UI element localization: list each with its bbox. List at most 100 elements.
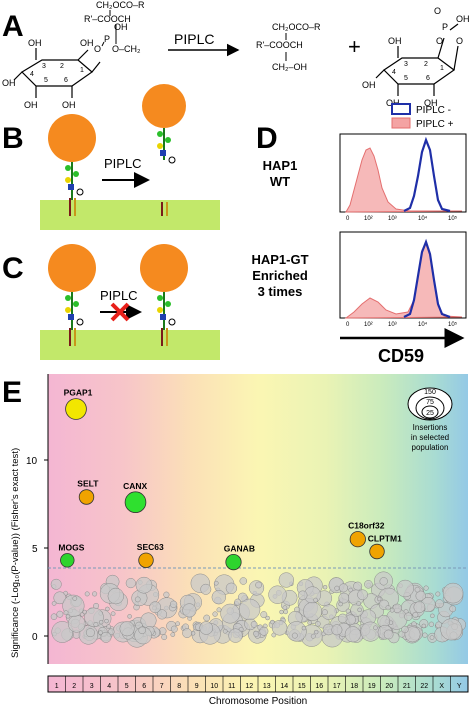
hit-label-sec63: SEC63 [137,542,164,552]
y-tick-label: 10 [26,456,38,467]
ring-number: 4 [392,69,396,76]
flow-legend: PIPLC - PIPLC + [391,103,454,130]
chromosome-label: Y [457,683,462,690]
oh-label: OH [362,80,376,90]
background-insertion-point [125,578,136,589]
dag-top: CH₂OCO–R [272,22,321,32]
background-insertion-point [51,601,57,606]
background-insertion-point [364,580,373,589]
background-insertion-point [253,630,260,637]
chromosome-label: 8 [177,683,181,690]
hit-label-mogs: MOGS [58,543,84,553]
chromosome-label: 5 [125,683,129,690]
tick: 10⁴ [418,321,428,328]
hit-label-pgap1: PGAP1 [64,388,93,398]
tick: 10² [364,322,373,328]
linker-p: P [104,34,110,44]
panel-b: B PIPLC [2,84,220,230]
background-insertion-point [282,605,288,611]
background-insertion-point [315,621,321,627]
background-insertion-point [313,629,319,635]
background-insertion-point [428,621,435,627]
background-insertion-point [423,585,429,591]
gpi-anchor-right [157,292,176,346]
background-insertion-point [401,625,409,634]
background-insertion-point [356,601,362,606]
chromosome-label: 18 [350,683,358,690]
background-insertion-point [357,607,362,613]
background-insertion-point [440,618,463,641]
legend-label-plus: PIPLC + [416,119,454,130]
background-insertion-point [50,578,62,590]
membrane [40,200,220,230]
background-insertion-point [222,628,228,634]
background-insertion-point [140,612,157,629]
hit-label-clptm1: CLPTM1 [368,533,402,543]
background-insertion-point [200,583,212,595]
panel-e-label: E [2,376,22,409]
background-insertion-point [51,621,74,643]
dag-mid: R'–COOCH [256,40,303,50]
size-legend-caption: Insertions [413,423,448,432]
oh-label: OH [80,38,94,48]
hit-label-ganab: GANAB [224,543,255,553]
blocked-cross-icon [110,302,130,322]
background-insertion-point [345,608,351,614]
background-insertion-point [169,600,178,608]
acyl-top: CH₂OCO–R [96,0,145,10]
substrate-linker-bonds [101,10,117,47]
row1-label-line2: WT [270,174,290,189]
histogram-wt-ticks: 0 10² 10³ 10⁴ 10⁵ [346,215,458,222]
reaction-arrow-label: PIPLC [174,31,214,47]
background-insertion-point [239,577,248,585]
background-insertion-point [138,626,146,635]
protein-left [48,244,96,292]
dag-product: CH₂OCO–R R'–COOCH CH₂–OH [256,22,321,72]
background-insertion-point [92,591,98,597]
substrate-oh-labels: OH OH OH OH OH [2,38,94,110]
row2-label-line3: 3 times [258,284,303,299]
substrate-linker: O P O–CH₂ OH CH₂OCO–R R'–COOCH [84,0,145,54]
y-axis-label: Significance (-Log₁₀(P-value)) (Fisher's… [10,448,21,658]
dag-bottom: CH₂–OH [272,62,307,72]
significant-hits: PGAP1 SELT CANX MOGS SEC63 GANAB C18orf32 CLPTM… [58,388,402,571]
background-insertion-point [404,612,413,621]
background-insertion-point [163,591,170,598]
size-legend-caption: population [412,443,449,452]
background-insertion-point [234,598,242,606]
product-inositol-ring [375,23,459,96]
background-insertion-point [353,581,363,591]
cd59-axis-label: CD59 [378,346,424,366]
background-insertions [50,571,466,648]
panel-d: D PIPLC - PIPLC + HAP1 WT HAP1-GT Enrich… [251,103,467,366]
background-insertion-point [213,580,219,586]
chromosome-label: 14 [280,683,288,690]
panel-d-label: D [256,122,278,155]
background-insertion-point [376,596,382,602]
product-ring-numbers: 1 2 3 4 5 6 [392,61,444,82]
piplc-arrow-b-label: PIPLC [104,156,142,171]
background-insertion-point [301,625,307,631]
background-insertion-point [334,585,340,591]
background-insertion-point [255,581,262,589]
product-o: O [436,36,443,46]
protein-left [48,114,96,162]
chromosome-label: 4 [107,683,111,690]
background-insertion-point [260,611,268,619]
panel-b-label: B [2,122,24,155]
background-insertion-point [385,605,391,611]
hit-label-c18orf32: C18orf32 [348,521,385,531]
tick: 10³ [388,322,397,328]
plus-sign: + [348,34,361,59]
background-insertion-point [396,579,414,598]
product-o: O [434,6,441,16]
oh-label: OH [456,14,470,24]
row2-label-line2: Enriched [252,268,308,283]
background-insertion-point [238,598,261,621]
background-insertion-point [161,634,168,641]
hit-label-selt: SELT [77,479,99,489]
x-axis-label: Chromosome Position [209,696,307,707]
tick: 0 [346,216,350,222]
background-insertion-point [220,603,241,624]
